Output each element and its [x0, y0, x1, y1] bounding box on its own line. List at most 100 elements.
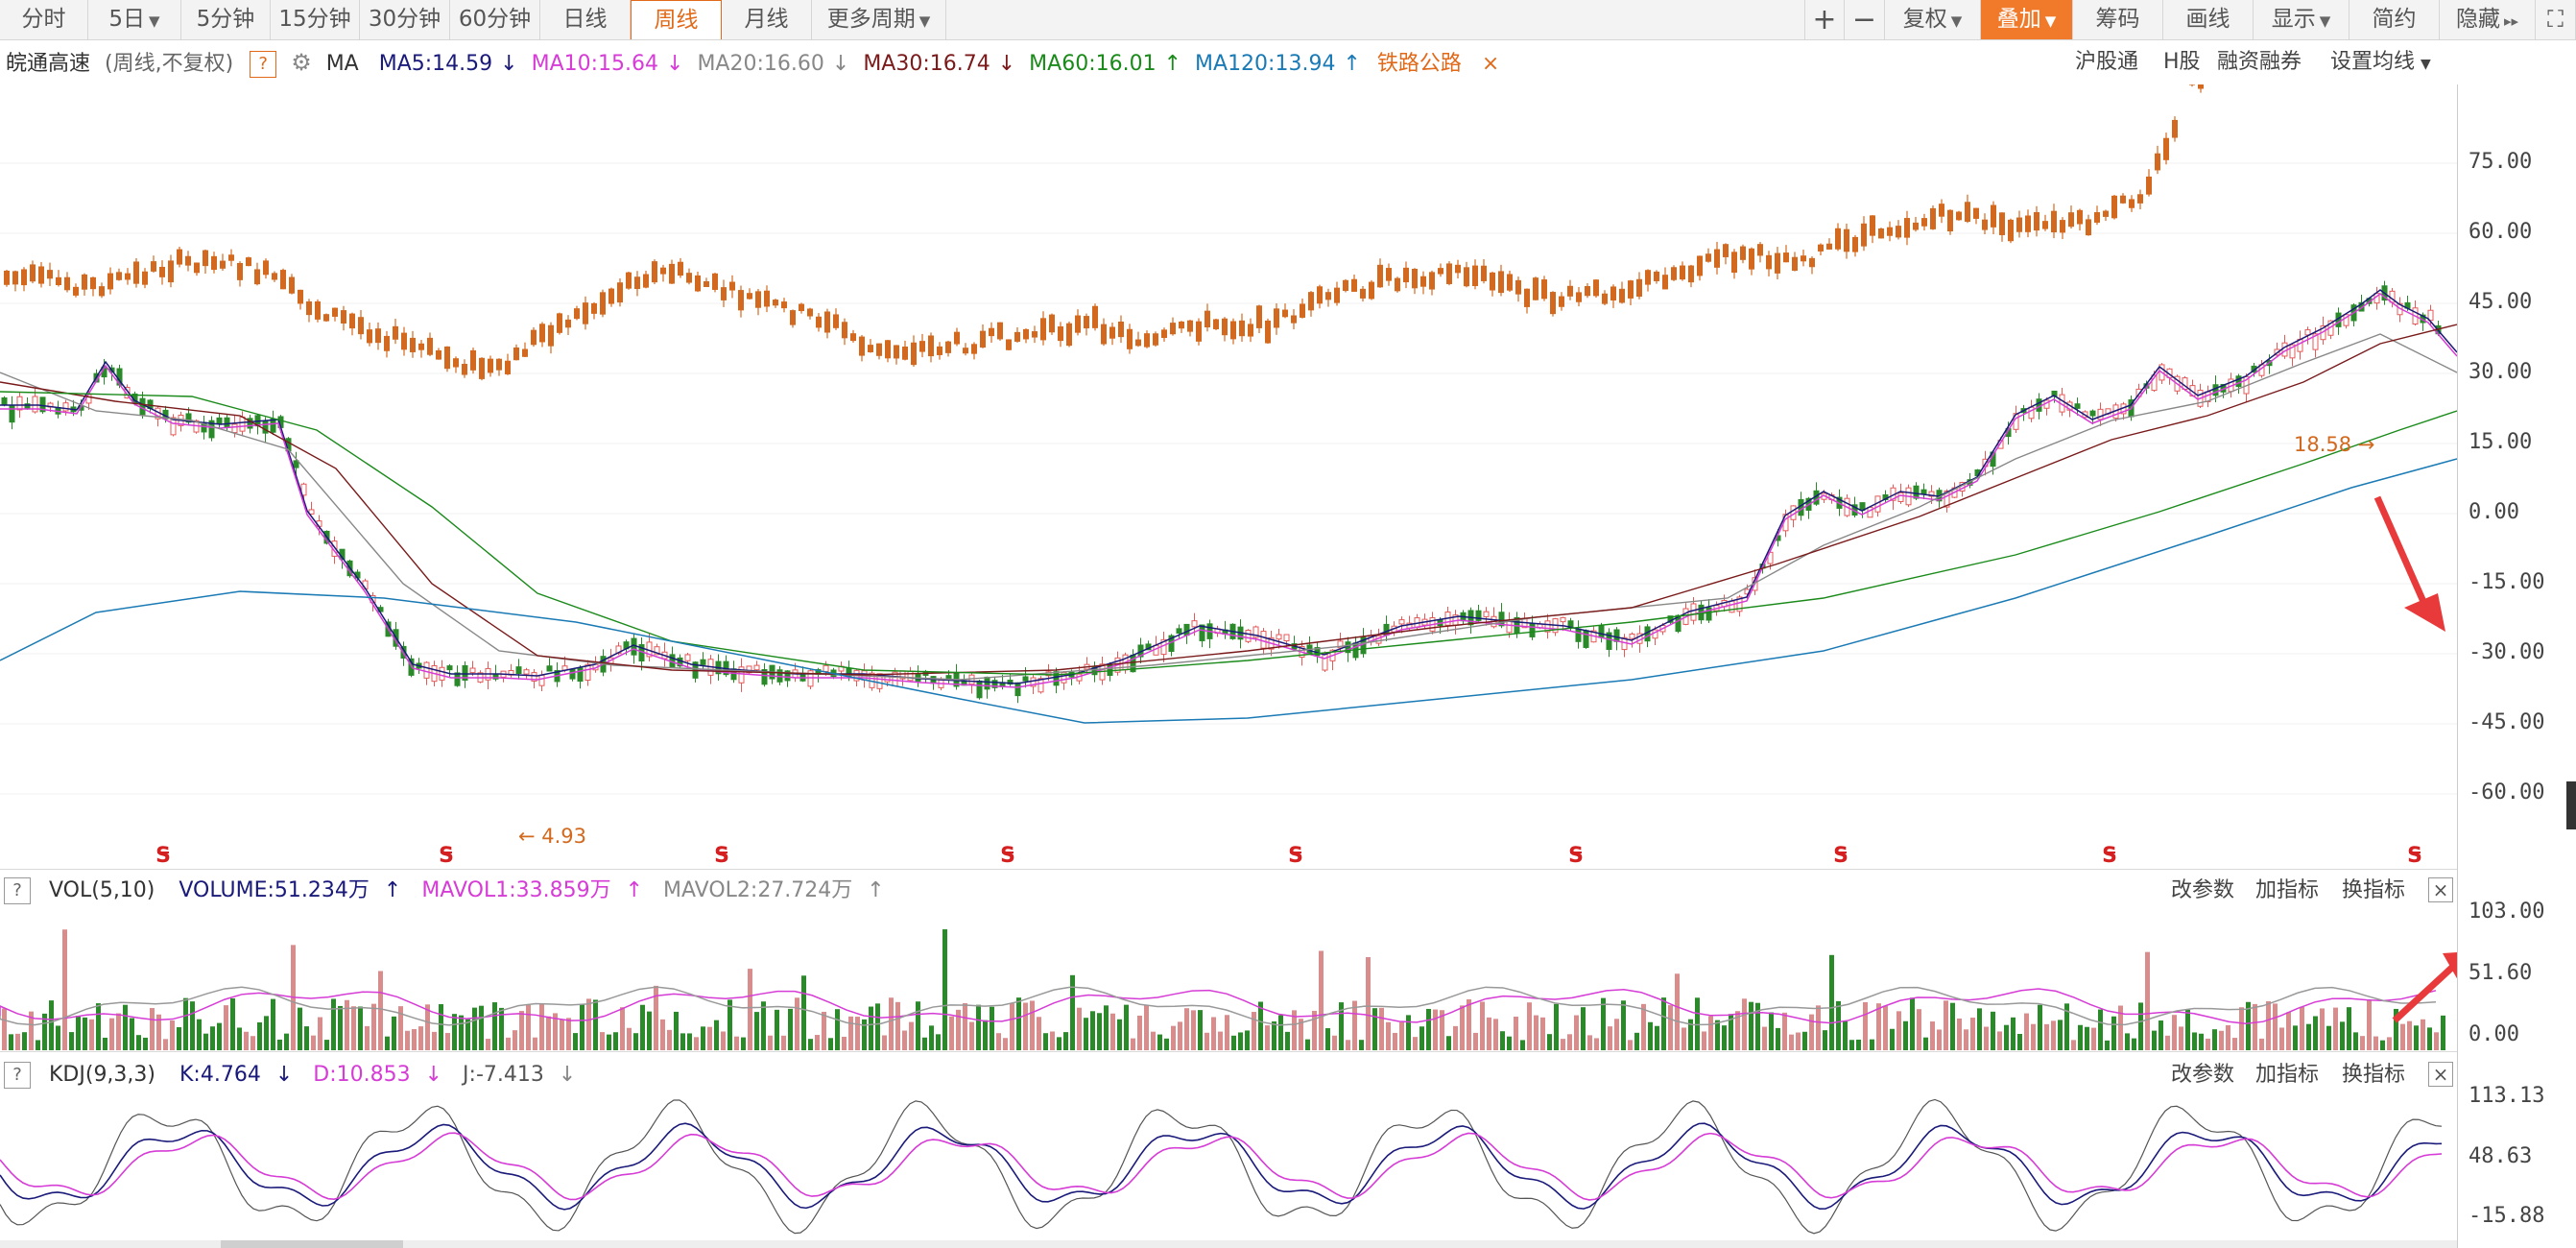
display-button[interactable]: 显示 ▼	[2254, 0, 2349, 39]
volume-bar	[916, 1001, 920, 1050]
tab-daily[interactable]: 日线	[540, 0, 631, 39]
volume-bar	[996, 1033, 1001, 1050]
volume-bar	[76, 1016, 81, 1050]
vol-modify-params-button[interactable]: 改参数	[2171, 878, 2235, 902]
vol-add-indicator-button[interactable]: 加指标	[2255, 878, 2320, 902]
set-ma-link[interactable]: 设置均线 ▼	[2330, 42, 2431, 83]
price-candle	[462, 664, 468, 681]
gear-icon[interactable]: ⚙	[291, 49, 312, 76]
tab-more-label: 更多周期	[826, 7, 916, 32]
volume-bar	[1480, 1001, 1485, 1050]
volume-bar	[1440, 1010, 1444, 1050]
overlay-candle	[306, 301, 312, 316]
volume-bar	[190, 1001, 195, 1050]
plus-icon[interactable]: +	[1804, 0, 1845, 39]
overlay-candle	[781, 301, 787, 309]
overlay-candle	[773, 300, 778, 306]
ma-item-4: MA60:16.01	[1029, 52, 1157, 76]
kdj-chart-area[interactable]	[0, 1094, 2457, 1238]
price-candle	[1053, 671, 1060, 686]
volume-bar	[1037, 1017, 1041, 1050]
volume-bar	[36, 1040, 40, 1050]
volume-bar	[1755, 1002, 1760, 1050]
tab-5day[interactable]: 5日 ▼	[88, 0, 181, 39]
tab-30min[interactable]: 30分钟	[360, 0, 450, 39]
overlay-candle	[963, 348, 968, 354]
help-button[interactable]: ?	[250, 51, 277, 78]
vol-switch-indicator-button[interactable]: 换指标	[2342, 878, 2406, 902]
sh-connect-link[interactable]: 沪股通	[2075, 50, 2139, 74]
volume-bar	[694, 1037, 699, 1050]
tab-intraday[interactable]: 分时	[0, 0, 88, 39]
volume-bar	[2145, 951, 2150, 1050]
tab-more-periods[interactable]: 更多周期 ▼	[812, 0, 946, 39]
tab-weekly[interactable]: 周线	[631, 0, 722, 39]
tab-60min[interactable]: 60分钟	[450, 0, 540, 39]
tab-monthly[interactable]: 月线	[722, 0, 812, 39]
minus-icon[interactable]: −	[1845, 0, 1885, 39]
price-candle	[515, 666, 522, 674]
simple-button[interactable]: 简约	[2349, 0, 2440, 39]
close-icon[interactable]: ×	[2428, 877, 2453, 902]
chips-button[interactable]: 筹码	[2073, 0, 2163, 39]
volume-bar	[2219, 1030, 2224, 1050]
ma30-line	[0, 324, 2457, 676]
overlay-candle	[2163, 137, 2169, 160]
help-button[interactable]: ?	[4, 1062, 31, 1089]
volume-bar	[801, 975, 806, 1050]
restore-rights-button[interactable]: 复权 ▼	[1885, 0, 1981, 39]
draw-line-button[interactable]: 画线	[2163, 0, 2254, 39]
help-button[interactable]: ?	[4, 877, 31, 904]
volume-bar	[627, 1027, 632, 1050]
overlay-candle	[90, 276, 96, 290]
close-icon[interactable]: ×	[2428, 1062, 2453, 1087]
tab-15min[interactable]: 15分钟	[271, 0, 360, 39]
volume-bar	[2239, 1007, 2244, 1050]
volume-bar	[1594, 1038, 1599, 1050]
fullscreen-icon[interactable]: ⛶	[2536, 0, 2576, 39]
overlay-candle	[2068, 212, 2074, 228]
tab-5min[interactable]: 5分钟	[181, 0, 271, 39]
overlay-candle	[790, 310, 796, 325]
volume-bar	[318, 1017, 322, 1050]
volume-bar	[976, 1004, 981, 1050]
volume-bar	[217, 1022, 222, 1050]
price-candle	[1398, 619, 1405, 625]
kdj-modify-params-button[interactable]: 改参数	[2171, 1063, 2235, 1087]
scrollbar-thumb[interactable]	[221, 1240, 403, 1248]
volume-bar	[714, 1020, 719, 1050]
price-candle	[216, 417, 223, 424]
overlay-candle	[1291, 315, 1297, 324]
overlay-candle	[928, 335, 934, 357]
arrow-down-icon: ↓	[831, 52, 850, 76]
margin-trading-link[interactable]: 融资融券	[2217, 50, 2302, 74]
price-chart-area[interactable]: 18.58 → ← 4.93 S S S S S S S S S	[0, 84, 2457, 870]
overlay-candle	[1256, 305, 1262, 328]
price-candle	[170, 417, 177, 436]
scroll-handle[interactable]	[2566, 781, 2576, 829]
overlay-candle	[1697, 255, 1703, 276]
price-candle	[39, 396, 46, 413]
price-candle	[1030, 677, 1037, 687]
overlay-candle	[971, 344, 977, 354]
h-share-link[interactable]: H股	[2163, 50, 2201, 74]
volume-bar	[2226, 1024, 2230, 1050]
volume-bar	[264, 1016, 269, 1050]
overlay-candle	[1567, 285, 1573, 297]
y-tick-label: -30.00	[2469, 640, 2545, 664]
overlay-button[interactable]: 叠加 ▼	[1981, 0, 2073, 39]
chevron-down-icon: ▼	[1950, 12, 1963, 30]
mavol1-line	[0, 988, 2437, 1025]
price-candle	[1944, 491, 1950, 508]
volume-chart-area[interactable]	[0, 910, 2457, 1050]
volume-bar	[1957, 1018, 1962, 1050]
overlay-candle	[384, 335, 390, 351]
kdj-switch-indicator-button[interactable]: 换指标	[2342, 1063, 2406, 1087]
kdj-add-indicator-button[interactable]: 加指标	[2255, 1063, 2320, 1087]
volume-bar	[1702, 1031, 1706, 1050]
volume-bar	[244, 1031, 249, 1050]
hide-button[interactable]: 隐藏 ▸▸	[2440, 0, 2536, 39]
price-candle	[270, 418, 276, 433]
horizontal-scrollbar[interactable]	[0, 1240, 2457, 1248]
close-icon[interactable]: ×	[1481, 52, 1500, 76]
